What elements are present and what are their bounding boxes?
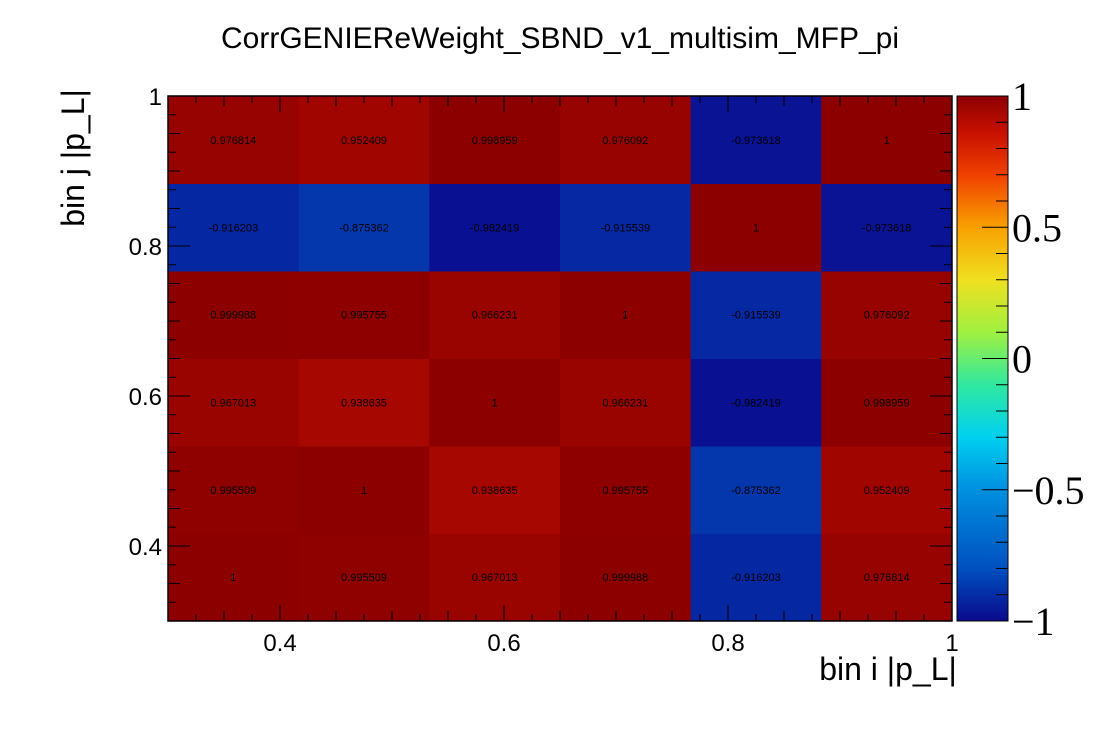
heatmap-cell bbox=[429, 533, 561, 622]
heatmap-cell-label: -0.915539 bbox=[601, 222, 651, 234]
heatmap-cell bbox=[298, 183, 430, 272]
heatmap-cell bbox=[821, 533, 953, 622]
heatmap-cell bbox=[560, 358, 692, 447]
heatmap-cell-label: 0.966231 bbox=[472, 310, 518, 322]
heatmap-cell bbox=[821, 358, 953, 447]
heatmap-cell-label: 0.976092 bbox=[864, 310, 910, 322]
heatmap-cell bbox=[690, 270, 822, 359]
colorbar-tick-label: 0.5 bbox=[1012, 205, 1062, 250]
heatmap-cell-label: 0.952409 bbox=[341, 135, 387, 147]
heatmap-cell bbox=[429, 446, 561, 534]
heatmap-cell bbox=[168, 533, 300, 622]
heatmap-cells bbox=[168, 96, 953, 622]
x-tick-label: 0.8 bbox=[711, 630, 744, 657]
heatmap-cell bbox=[429, 358, 561, 447]
heatmap-cell-label: 1 bbox=[622, 310, 628, 322]
heatmap-cell-label: 1 bbox=[753, 222, 759, 234]
y-tick-label: 1 bbox=[149, 84, 162, 111]
heatmap-cell bbox=[821, 96, 953, 185]
x-axis-label: bin i |p_L| bbox=[819, 651, 957, 687]
heatmap-cell-label: 0.952409 bbox=[864, 485, 910, 497]
heatmap-cell-label: 0.976814 bbox=[210, 135, 256, 147]
heatmap-cell-label: 0.966231 bbox=[602, 397, 648, 409]
heatmap-cell-label: 0.967013 bbox=[472, 572, 518, 584]
heatmap-cell-label: 0.967013 bbox=[210, 397, 256, 409]
heatmap-cell-label: 1 bbox=[230, 572, 236, 584]
colorbar-ticks: −1 −0.5 0 0.5 1 bbox=[982, 74, 1085, 644]
heatmap-cell-label: -0.973618 bbox=[862, 222, 912, 234]
colorbar-tick-label: 0 bbox=[1012, 337, 1032, 382]
heatmap-cell-label: 0.938635 bbox=[341, 397, 387, 409]
heatmap-cell bbox=[168, 446, 300, 534]
heatmap-cell bbox=[168, 270, 300, 359]
heatmap-cell bbox=[690, 533, 822, 622]
heatmap-cell-label: 0.999988 bbox=[210, 310, 256, 322]
x-axis-ticks: 0.4 0.6 0.8 1 bbox=[195, 96, 959, 657]
heatmap-cell-label: 0.995755 bbox=[602, 485, 648, 497]
x-tick-label: 0.6 bbox=[487, 630, 520, 657]
heatmap-cell-label: 0.938635 bbox=[472, 485, 518, 497]
heatmap-cell-labels: 1 0.995509 0.967013 0.999988 -0.916203 0.9768… bbox=[209, 135, 912, 584]
y-tick-label: 0.6 bbox=[129, 384, 162, 411]
heatmap-cell bbox=[298, 446, 430, 534]
heatmap-cell bbox=[690, 183, 822, 272]
heatmap-cell bbox=[429, 96, 561, 185]
heatmap-cell bbox=[560, 183, 692, 272]
heatmap-cell bbox=[429, 183, 561, 272]
heatmap-cell bbox=[168, 358, 300, 447]
heatmap-cell-label: 0.995755 bbox=[341, 310, 387, 322]
heatmap-cell bbox=[298, 96, 430, 185]
heatmap-cell bbox=[690, 446, 822, 534]
heatmap-cell-label: -0.915539 bbox=[731, 310, 781, 322]
heatmap-cell-label: 0.998959 bbox=[864, 397, 910, 409]
colorbar-tick-label: 1 bbox=[1012, 74, 1032, 119]
heatmap-cell bbox=[560, 96, 692, 185]
heatmap-cell bbox=[560, 533, 692, 622]
heatmap-cell bbox=[560, 270, 692, 359]
heatmap-cell-label: -0.982419 bbox=[470, 222, 520, 234]
x-axis-label-text: bin i |p_L| bbox=[819, 651, 957, 687]
svg-text:bin j |p_L|: bin j |p_L| bbox=[55, 89, 91, 227]
heatmap-cell bbox=[298, 533, 430, 622]
heatmap-cell-label: 0.999988 bbox=[602, 572, 648, 584]
heatmap-cell bbox=[821, 446, 953, 534]
y-tick-label: 0.4 bbox=[129, 534, 162, 561]
x-tick-label: 1 bbox=[945, 630, 958, 657]
svg-text:bin i |p_L|: bin i |p_L| bbox=[819, 651, 957, 687]
heatmap-cell-label: -0.875362 bbox=[731, 485, 781, 497]
heatmap-cell-label: 0.976814 bbox=[864, 572, 910, 584]
heatmap-cell-label: 0.976092 bbox=[602, 135, 648, 147]
y-axis-label-text: bin j |p_L| bbox=[55, 89, 91, 227]
heatmap-cell bbox=[298, 270, 430, 359]
heatmap-cell-label: 1 bbox=[884, 135, 890, 147]
heatmap-cell bbox=[560, 446, 692, 534]
heatmap-cell-label: -0.982419 bbox=[731, 397, 781, 409]
heatmap-cell bbox=[821, 270, 953, 359]
heatmap-cell-label: -0.916203 bbox=[209, 222, 259, 234]
y-axis-label: bin j |p_L| bbox=[55, 89, 91, 227]
heatmap-cell-label: -0.875362 bbox=[339, 222, 389, 234]
heatmap-cell-label: -0.973618 bbox=[731, 135, 781, 147]
y-axis-ticks: 0.4 0.6 0.8 1 bbox=[129, 84, 952, 603]
colorbar-tick-label: −1 bbox=[1012, 599, 1055, 644]
heatmap-cell-label: 0.998959 bbox=[472, 135, 518, 147]
heatmap-cell-label: -0.916203 bbox=[731, 572, 781, 584]
y-tick-label: 0.8 bbox=[129, 234, 162, 261]
heatmap-cell bbox=[429, 270, 561, 359]
heatmap-cell bbox=[298, 358, 430, 447]
heatmap-cell bbox=[690, 358, 822, 447]
x-tick-label: 0.4 bbox=[263, 630, 296, 657]
chart-title: CorrGENIEReWeight_SBND_v1_multisim_MFP_p… bbox=[221, 22, 899, 55]
heatmap-cell-label: 0.995509 bbox=[210, 485, 256, 497]
heatmap-cell bbox=[821, 183, 953, 272]
heatmap-cell-label: 1 bbox=[492, 397, 498, 409]
heatmap-cell-label: 1 bbox=[361, 485, 367, 497]
heatmap-cell-label: 0.995509 bbox=[341, 572, 387, 584]
heatmap-cell bbox=[168, 183, 300, 272]
heatmap-cell bbox=[168, 96, 300, 185]
colorbar-tick-label: −0.5 bbox=[1012, 468, 1085, 513]
heatmap-cell bbox=[690, 96, 822, 185]
